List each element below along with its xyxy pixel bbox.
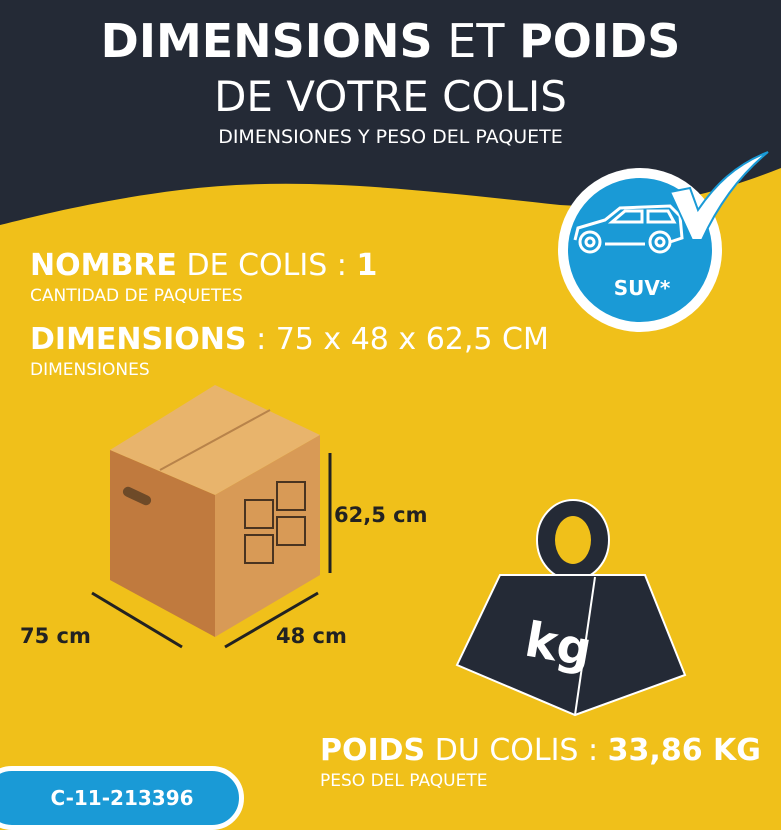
colis-count-sub: CANTIDAD DE PAQUETES [30,286,243,306]
colis-count: NOMBRE DE COLIS : 1 [30,248,378,283]
cardboard-box-icon [91,385,332,649]
handling-symbols-icon [244,481,306,564]
suv-badge: SUV* [558,151,769,332]
dimension-arrows [91,453,332,649]
weight-line: POIDS DU COLIS : 33,86 KG [320,733,761,768]
weight-sub: PESO DEL PAQUETE [320,771,488,791]
title-line-2: DE VOTRE COLIS [214,72,567,121]
dimensions-sub: DIMENSIONES [30,360,150,380]
title-line-1: DIMENSIONS ET POIDS [100,14,681,68]
box-length-label: 75 cm [20,624,91,648]
dimensions-line: DIMENSIONS : 75 x 48 x 62,5 CM [30,322,549,357]
box-width-label: 48 cm [276,624,347,648]
checkmark-icon [668,151,769,241]
suv-label: SUV* [614,276,671,300]
car-suv-icon [573,204,684,254]
kg-label: kg [521,612,596,679]
subtitle: DIMENSIONES Y PESO DEL PAQUETE [218,126,563,148]
reference-code: C-11-213396 [0,766,244,830]
box-height-label: 62,5 cm [334,503,428,527]
weight-icon: kg [455,499,687,717]
